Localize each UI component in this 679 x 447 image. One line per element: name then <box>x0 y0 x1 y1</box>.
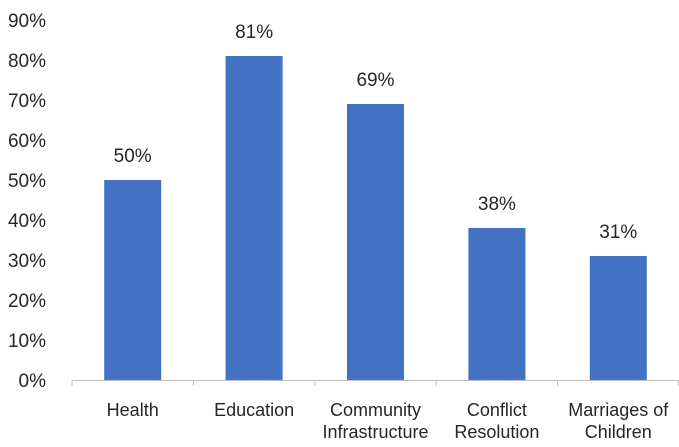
y-tick-label: 20% <box>8 291 46 312</box>
y-tick-label: 70% <box>8 91 46 112</box>
bar <box>468 228 526 380</box>
category-label-line: Children <box>585 422 652 442</box>
bar <box>347 104 404 380</box>
category-label-line: Education <box>214 400 294 420</box>
y-tick-label: 40% <box>8 211 46 232</box>
category-label-line: Health <box>107 400 159 420</box>
category-label-line: Community <box>330 400 421 420</box>
y-tick-label: 50% <box>8 171 46 192</box>
data-label: 31% <box>599 222 637 243</box>
bar <box>225 56 283 380</box>
bars <box>104 56 647 380</box>
category-label-line: Resolution <box>454 422 539 442</box>
y-tick-label: 80% <box>8 51 46 72</box>
y-tick-label: 30% <box>8 251 46 272</box>
data-label: 50% <box>114 146 152 167</box>
data-label: 38% <box>478 194 516 215</box>
bar <box>589 256 647 380</box>
category-label: Conflict Resolution <box>454 400 539 442</box>
category-label: Marriages of Children <box>568 400 669 442</box>
data-label: 81% <box>235 22 273 43</box>
data-labels: 50% 81% 69% 38% 31% <box>114 22 638 243</box>
y-tick-label: 10% <box>8 331 46 352</box>
y-tick-label: 0% <box>19 371 47 392</box>
x-axis-category-labels: Health Education Community InfrastructureCo… <box>107 400 670 442</box>
category-label: Health <box>107 400 159 420</box>
data-label: 69% <box>356 70 394 91</box>
category-label-line: Infrastructure <box>322 422 428 442</box>
category-label: Education <box>214 400 294 420</box>
y-axis-tick-labels: 0% 10% 20% 30% 40% 50% 60% 70% 80% 90% <box>8 11 46 392</box>
y-tick-label: 90% <box>8 11 46 32</box>
bar <box>104 180 162 380</box>
category-label-line: Marriages of <box>568 400 669 420</box>
category-label-line: Conflict <box>467 400 527 420</box>
y-tick-label: 60% <box>8 131 46 152</box>
category-label: Community Infrastructure <box>322 400 428 442</box>
